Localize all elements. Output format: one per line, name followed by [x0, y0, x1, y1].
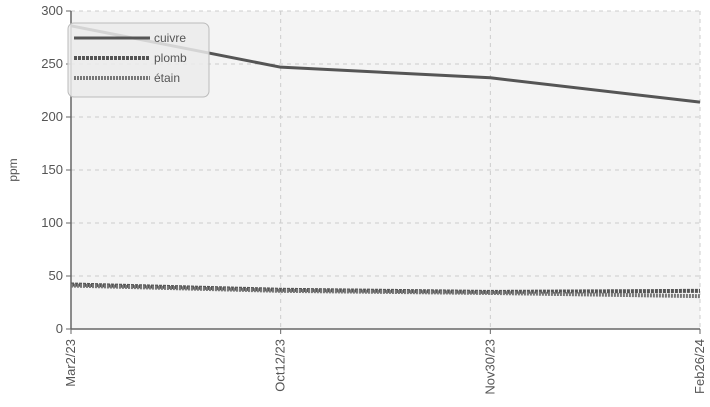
- y-tick-label: 200: [41, 109, 63, 124]
- x-tick-label: Mar2/23: [63, 339, 78, 387]
- x-tick-label: Nov30/23: [482, 339, 497, 395]
- legend-label: cuivre: [154, 31, 186, 45]
- legend-label: étain: [154, 71, 180, 85]
- x-tick-label: Feb26/24: [692, 339, 707, 394]
- y-tick-label: 50: [49, 268, 63, 283]
- y-tick-label: 250: [41, 56, 63, 71]
- y-tick-label: 100: [41, 215, 63, 230]
- y-tick-labels: 0 50 100 150 200 250 300: [41, 3, 63, 336]
- y-tick-label: 0: [56, 321, 63, 336]
- series-line-1: [70, 282, 701, 294]
- y-tick-label: 150: [41, 162, 63, 177]
- x-tick-labels: Mar2/23 Oct12/23 Nov30/23 Feb26/24: [63, 339, 707, 395]
- y-tick-label: 300: [41, 3, 63, 18]
- y-axis-title: ppm: [6, 158, 20, 181]
- legend: cuivre plomb étain: [67, 22, 210, 98]
- legend-label: plomb: [154, 51, 187, 65]
- x-tick-label: Oct12/23: [273, 339, 288, 392]
